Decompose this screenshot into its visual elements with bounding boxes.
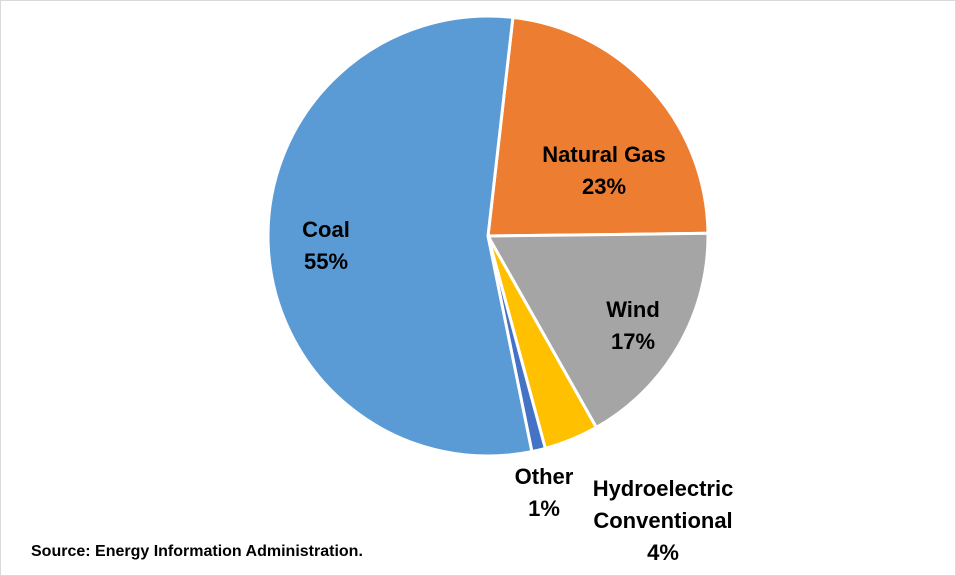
slice-label: Coal 55% <box>302 214 350 278</box>
value-label: 55% <box>303 249 349 274</box>
value-label: 17% <box>610 329 656 354</box>
slice-label: Hydroelectric Conventional 4% <box>578 473 748 569</box>
slice-label: Natural Gas 23% <box>542 139 666 203</box>
pie-slice <box>266 14 534 458</box>
pie-slice <box>486 15 710 238</box>
value-label: 23% <box>581 174 627 199</box>
category-name: Hydroelectric Conventional <box>592 476 734 533</box>
pie-slice <box>485 231 710 430</box>
category-name: Natural Gas <box>542 142 666 167</box>
category-name: Wind <box>606 297 660 322</box>
category-name: Other <box>514 464 574 489</box>
value-label: 4% <box>647 540 679 565</box>
slice-label: Other 1% <box>515 461 574 525</box>
category-name: Coal <box>302 217 350 242</box>
slice-label: Wind 17% <box>606 294 660 358</box>
value-label: 1% <box>528 496 560 521</box>
source-note: Source: Energy Information Administratio… <box>31 543 363 560</box>
